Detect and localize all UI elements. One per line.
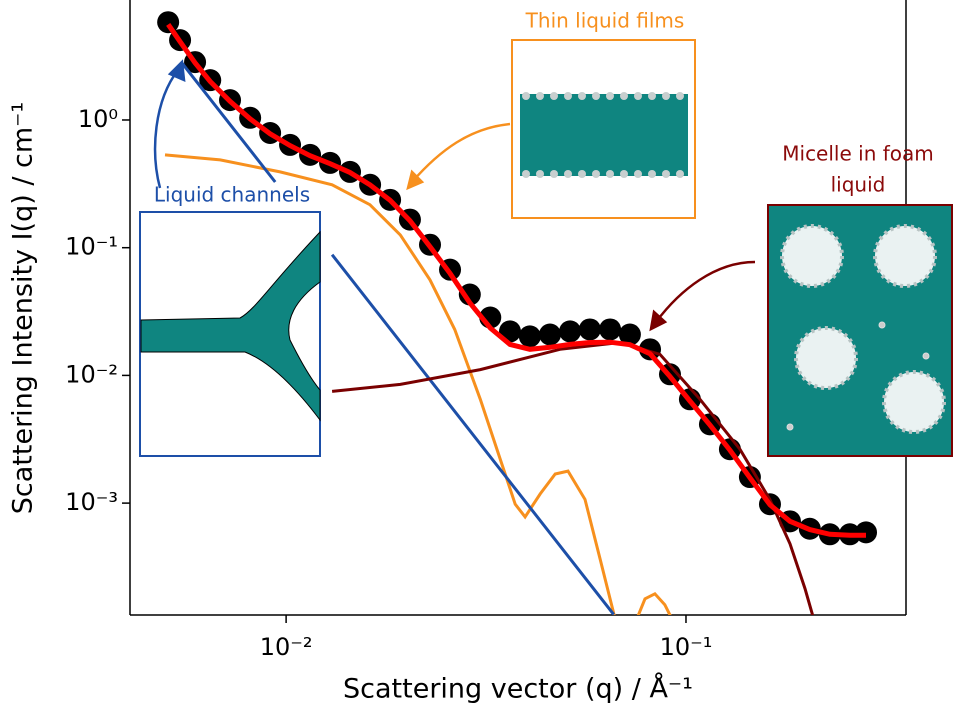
- data-point: [518, 325, 541, 348]
- data-point: [157, 11, 180, 34]
- data-point: [559, 320, 582, 343]
- data-point: [855, 521, 878, 544]
- y-tick-label: 10⁻¹: [65, 233, 118, 261]
- x-tick-label: 10⁻¹: [660, 633, 713, 661]
- x-axis-label: Scattering vector (q) / Å⁻¹: [343, 673, 693, 705]
- series-line: [180, 62, 615, 615]
- annotation: liquid: [831, 173, 886, 197]
- data-point: [578, 318, 601, 341]
- series-line: [331, 340, 815, 615]
- thin-film-inset: [511, 39, 696, 219]
- y-tick-label: 10⁰: [78, 105, 118, 133]
- data-point: [458, 283, 481, 306]
- series-line: [166, 22, 866, 538]
- channel-inset: [139, 211, 321, 457]
- micelle-inset: [767, 204, 953, 457]
- series-line: [164, 153, 672, 615]
- y-tick-label: 10⁻³: [65, 488, 118, 516]
- plot-area: [157, 11, 878, 615]
- data-point: [599, 318, 622, 341]
- annotation: Thin liquid films: [525, 9, 685, 33]
- data-point: [538, 323, 561, 346]
- data-point: [618, 323, 641, 346]
- arrows: [153, 59, 756, 332]
- y-axis-label: Scattering Intensity I(q) / cm⁻¹: [8, 102, 39, 515]
- x-tick-label: 10⁻²: [260, 633, 313, 661]
- annotation: Liquid channels: [154, 183, 310, 207]
- data-point: [639, 338, 662, 361]
- y-tick-label: 10⁻²: [65, 360, 118, 388]
- annotation: Micelle in foam: [782, 142, 934, 166]
